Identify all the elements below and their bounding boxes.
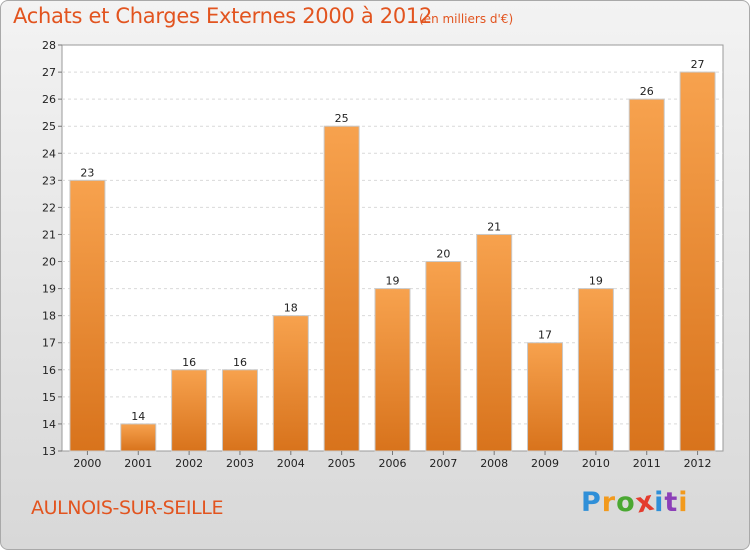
x-tick-label: 2012 [684, 457, 712, 470]
bar-2001 [120, 423, 157, 452]
data-label-2012: 27 [691, 58, 705, 71]
x-tick: 2008 [480, 451, 508, 470]
y-tick: 26 [42, 93, 62, 106]
bar-2007 [425, 261, 462, 452]
y-tick-label: 16 [42, 364, 56, 377]
y-tick-label: 13 [42, 445, 56, 458]
x-tick: 2009 [531, 451, 559, 470]
x-tick-label: 2008 [480, 457, 508, 470]
data-label-2009: 17 [538, 329, 552, 342]
proxiti-logo: Proxiti [581, 485, 689, 519]
y-tick: 22 [42, 201, 62, 214]
bar-2009 [527, 342, 564, 452]
y-tick: 13 [42, 445, 62, 458]
y-tick-label: 15 [42, 391, 56, 404]
y-axis: 13 14 15 16 17 18 19 20 21 22 23 24 25 26 27 28 [42, 39, 62, 458]
logo-letter: i [654, 487, 665, 518]
data-label-2007: 20 [436, 248, 450, 261]
y-tick-label: 28 [42, 39, 56, 52]
logo-letter: o [616, 487, 636, 518]
x-tick-label: 2011 [633, 457, 661, 470]
y-tick: 19 [42, 283, 62, 296]
y-tick: 14 [42, 418, 62, 431]
logo-letter: i [678, 487, 689, 518]
bar-2012 [679, 71, 716, 452]
y-tick: 18 [42, 310, 62, 323]
y-tick: 21 [42, 228, 62, 241]
y-tick-label: 18 [42, 310, 56, 323]
x-tick-label: 2000 [73, 457, 101, 470]
bar-2003 [221, 369, 258, 452]
y-tick-label: 23 [42, 174, 56, 187]
x-tick: 2011 [633, 451, 661, 470]
chart-title: Achats et Charges Externes 2000 à 2012 [13, 4, 433, 28]
data-label-2000: 23 [80, 166, 94, 179]
x-tick: 2004 [277, 451, 305, 470]
y-tick-label: 20 [42, 256, 56, 269]
logo-letter: t [664, 487, 679, 518]
logo-letter: r [601, 487, 617, 518]
y-tick-label: 25 [42, 120, 56, 133]
data-label-2011: 26 [640, 85, 654, 98]
y-tick-label: 22 [42, 201, 56, 214]
data-label-2001: 14 [131, 410, 145, 423]
x-tick-label: 2004 [277, 457, 305, 470]
y-tick: 25 [42, 120, 62, 133]
y-tick: 20 [42, 256, 62, 269]
chart-subtitle: (en milliers d'€) [419, 12, 514, 26]
y-tick-label: 26 [42, 93, 56, 106]
y-tick-label: 14 [42, 418, 56, 431]
x-tick-label: 2002 [175, 457, 203, 470]
x-tick: 2006 [379, 451, 407, 470]
bar-2011 [628, 98, 665, 452]
x-tick: 2005 [328, 451, 356, 470]
x-tick-label: 2001 [124, 457, 152, 470]
x-tick-label: 2005 [328, 457, 356, 470]
x-tick-label: 2009 [531, 457, 559, 470]
bar-2004 [272, 315, 309, 452]
y-tick-label: 17 [42, 337, 56, 350]
x-tick: 2010 [582, 451, 610, 470]
y-tick-label: 27 [42, 66, 56, 79]
x-tick-label: 2003 [226, 457, 254, 470]
data-label-2004: 18 [284, 302, 298, 315]
bars: 23 14 16 16 18 25 19 20 21 17 19 26 27 [69, 58, 716, 452]
y-tick-label: 21 [42, 228, 56, 241]
bar-2008 [476, 233, 513, 452]
bar-2000 [69, 179, 106, 452]
x-tick-label: 2007 [429, 457, 457, 470]
x-axis: 2000 2001 2002 2003 2004 2005 2006 2007 2008 2009… [73, 451, 712, 470]
x-tick: 2000 [73, 451, 101, 470]
y-tick: 17 [42, 337, 62, 350]
bar-2006 [374, 288, 411, 452]
y-tick: 23 [42, 174, 62, 187]
data-label-2005: 25 [335, 112, 349, 125]
y-tick: 15 [42, 391, 62, 404]
commune-name: AULNOIS-SUR-SEILLE [31, 497, 224, 519]
bar-2005 [323, 125, 360, 452]
bar-2010 [577, 288, 614, 452]
y-tick-label: 24 [42, 147, 56, 160]
y-tick: 16 [42, 364, 62, 377]
x-tick-label: 2006 [379, 457, 407, 470]
data-label-2010: 19 [589, 275, 603, 288]
bar-2002 [171, 369, 208, 452]
data-label-2002: 16 [182, 356, 196, 369]
x-tick: 2002 [175, 451, 203, 470]
data-label-2006: 19 [386, 275, 400, 288]
x-tick: 2003 [226, 451, 254, 470]
x-tick-label: 2010 [582, 457, 610, 470]
y-tick: 24 [42, 147, 62, 160]
y-tick: 28 [42, 39, 62, 52]
x-tick: 2007 [429, 451, 457, 470]
data-label-2008: 21 [487, 220, 501, 233]
x-tick: 2001 [124, 451, 152, 470]
x-tick: 2012 [684, 451, 712, 470]
logo-letter: P [581, 487, 602, 518]
y-tick-label: 19 [42, 283, 56, 296]
data-label-2003: 16 [233, 356, 247, 369]
y-tick: 27 [42, 66, 62, 79]
